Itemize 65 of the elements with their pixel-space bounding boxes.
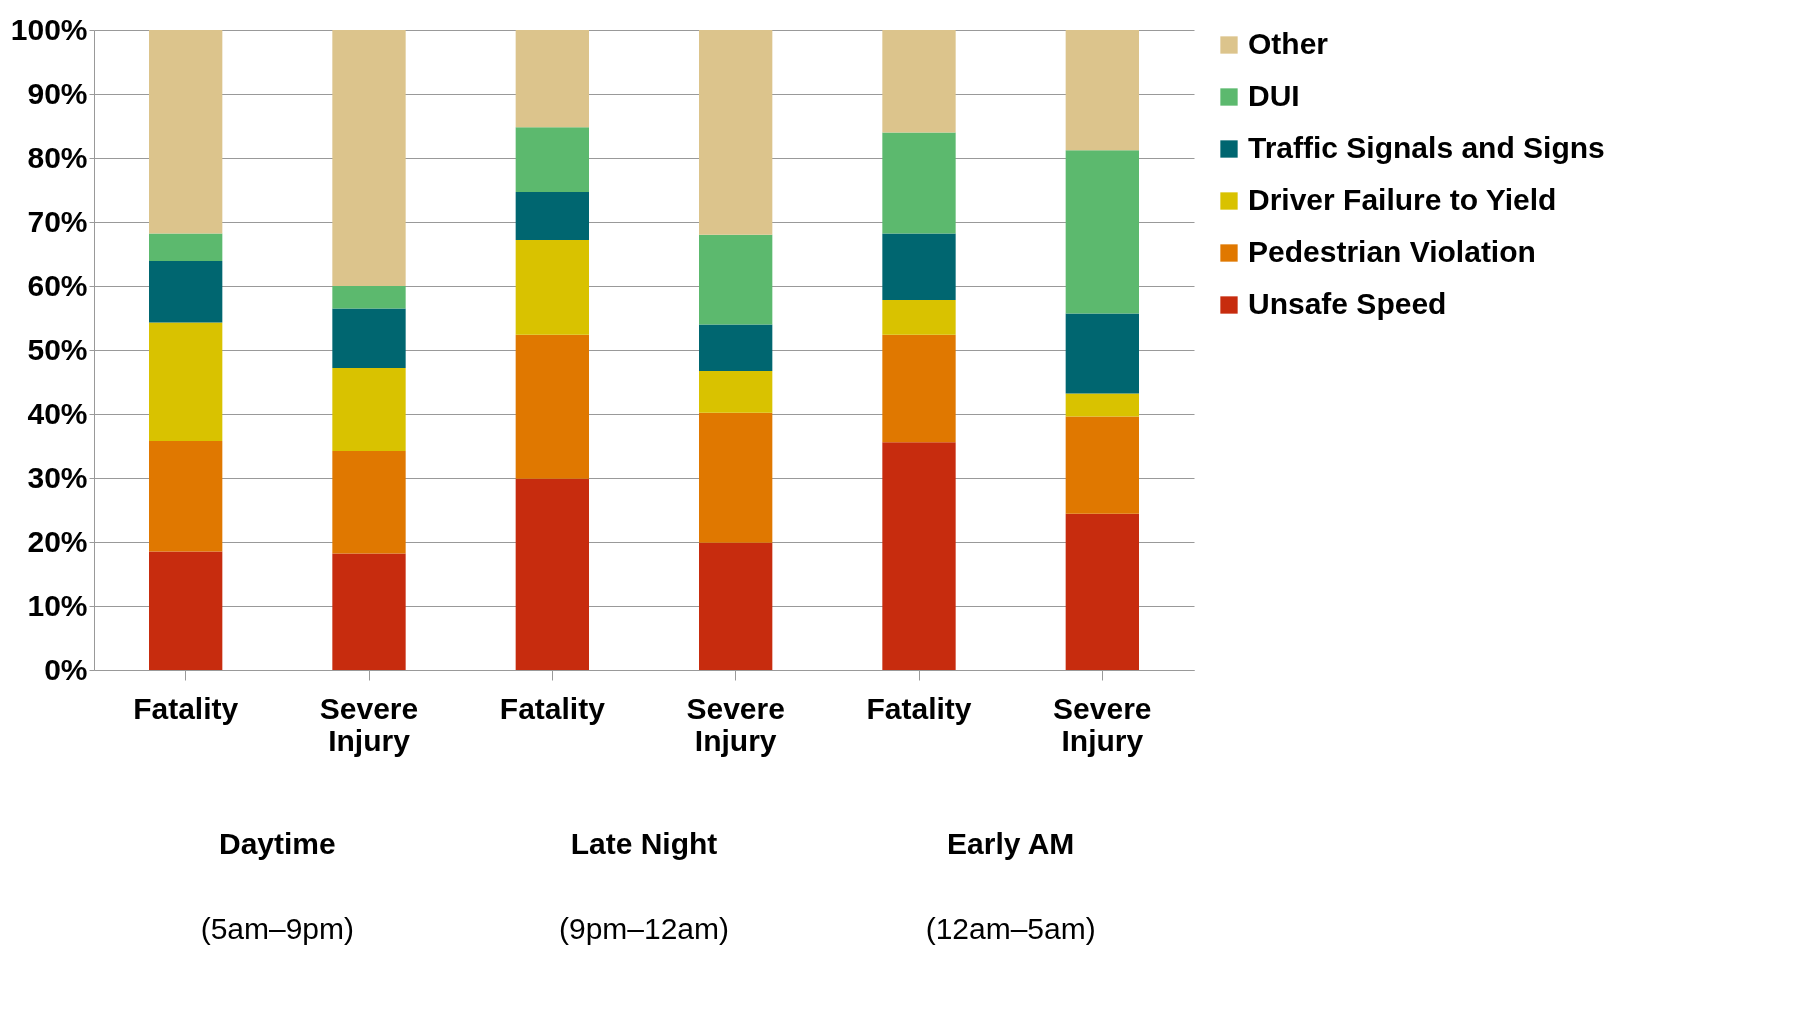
bar (332, 30, 406, 286)
bar (149, 322, 223, 441)
bar (332, 553, 406, 670)
bar (149, 233, 223, 262)
y-tick-label: 90% (27, 76, 88, 110)
x-tick-label: Severe Injury (686, 691, 785, 757)
bar (699, 30, 773, 235)
bar (515, 127, 589, 192)
y-tick-label: 70% (27, 204, 88, 238)
bar (882, 132, 956, 234)
bar (1065, 313, 1139, 394)
text: (9pm–12am) (558, 912, 730, 945)
legend-label: Other (1248, 27, 1329, 60)
text: Daytime (218, 827, 336, 860)
text: (12am–5am) (925, 912, 1096, 945)
bar (149, 440, 223, 552)
legend-label: Unsafe Speed (1248, 287, 1447, 320)
x-tick-label: Fatality (133, 691, 239, 725)
bar (332, 286, 406, 309)
bar (515, 478, 589, 670)
y-tick-label: 40% (27, 396, 88, 430)
bar (699, 324, 773, 372)
bar (882, 30, 956, 133)
bar (882, 233, 956, 301)
bar (1065, 393, 1139, 417)
y-tick-label: 60% (27, 268, 88, 302)
text: (5am–9pm) (200, 912, 355, 945)
text: Late Night (570, 827, 718, 860)
bar (882, 442, 956, 670)
bar (149, 261, 223, 323)
bar (149, 551, 223, 670)
bar (515, 334, 589, 479)
bar (1065, 513, 1139, 670)
bar (515, 239, 589, 335)
y-tick-label: 100% (10, 12, 88, 46)
bar (699, 371, 773, 413)
y-tick-label: 20% (27, 524, 88, 558)
bar (1065, 416, 1139, 514)
x-tick-label: Fatality (866, 691, 972, 725)
text: Early AM (947, 827, 1075, 860)
bar (882, 300, 956, 335)
x-tick-label: Fatality (499, 691, 606, 725)
y-tick-label: 0% (44, 652, 88, 686)
bar (515, 191, 589, 240)
bar (1065, 30, 1139, 151)
bar (1065, 150, 1139, 314)
bar (332, 367, 406, 452)
y-tick-label: 30% (27, 460, 88, 494)
x-tick-label: Severe Injury (319, 691, 419, 757)
bar (332, 308, 406, 368)
bar (515, 30, 589, 128)
bar (699, 412, 773, 543)
y-tick-label: 50% (27, 332, 88, 366)
y-tick-label: 80% (27, 140, 88, 174)
bar (332, 451, 406, 554)
y-tick-label: 10% (27, 588, 88, 622)
bar (699, 234, 773, 325)
legend-label: DUI (1248, 79, 1300, 112)
x-tick-label: Severe Injury (1053, 691, 1152, 757)
bar (882, 334, 956, 443)
legend-label: Pedestrian Violation (1248, 235, 1536, 268)
bar (149, 30, 223, 234)
legend-label: Driver Failure to Yield (1248, 183, 1557, 216)
bar (699, 542, 773, 670)
legend-label: Traffic Signals and Signs (1248, 131, 1605, 164)
